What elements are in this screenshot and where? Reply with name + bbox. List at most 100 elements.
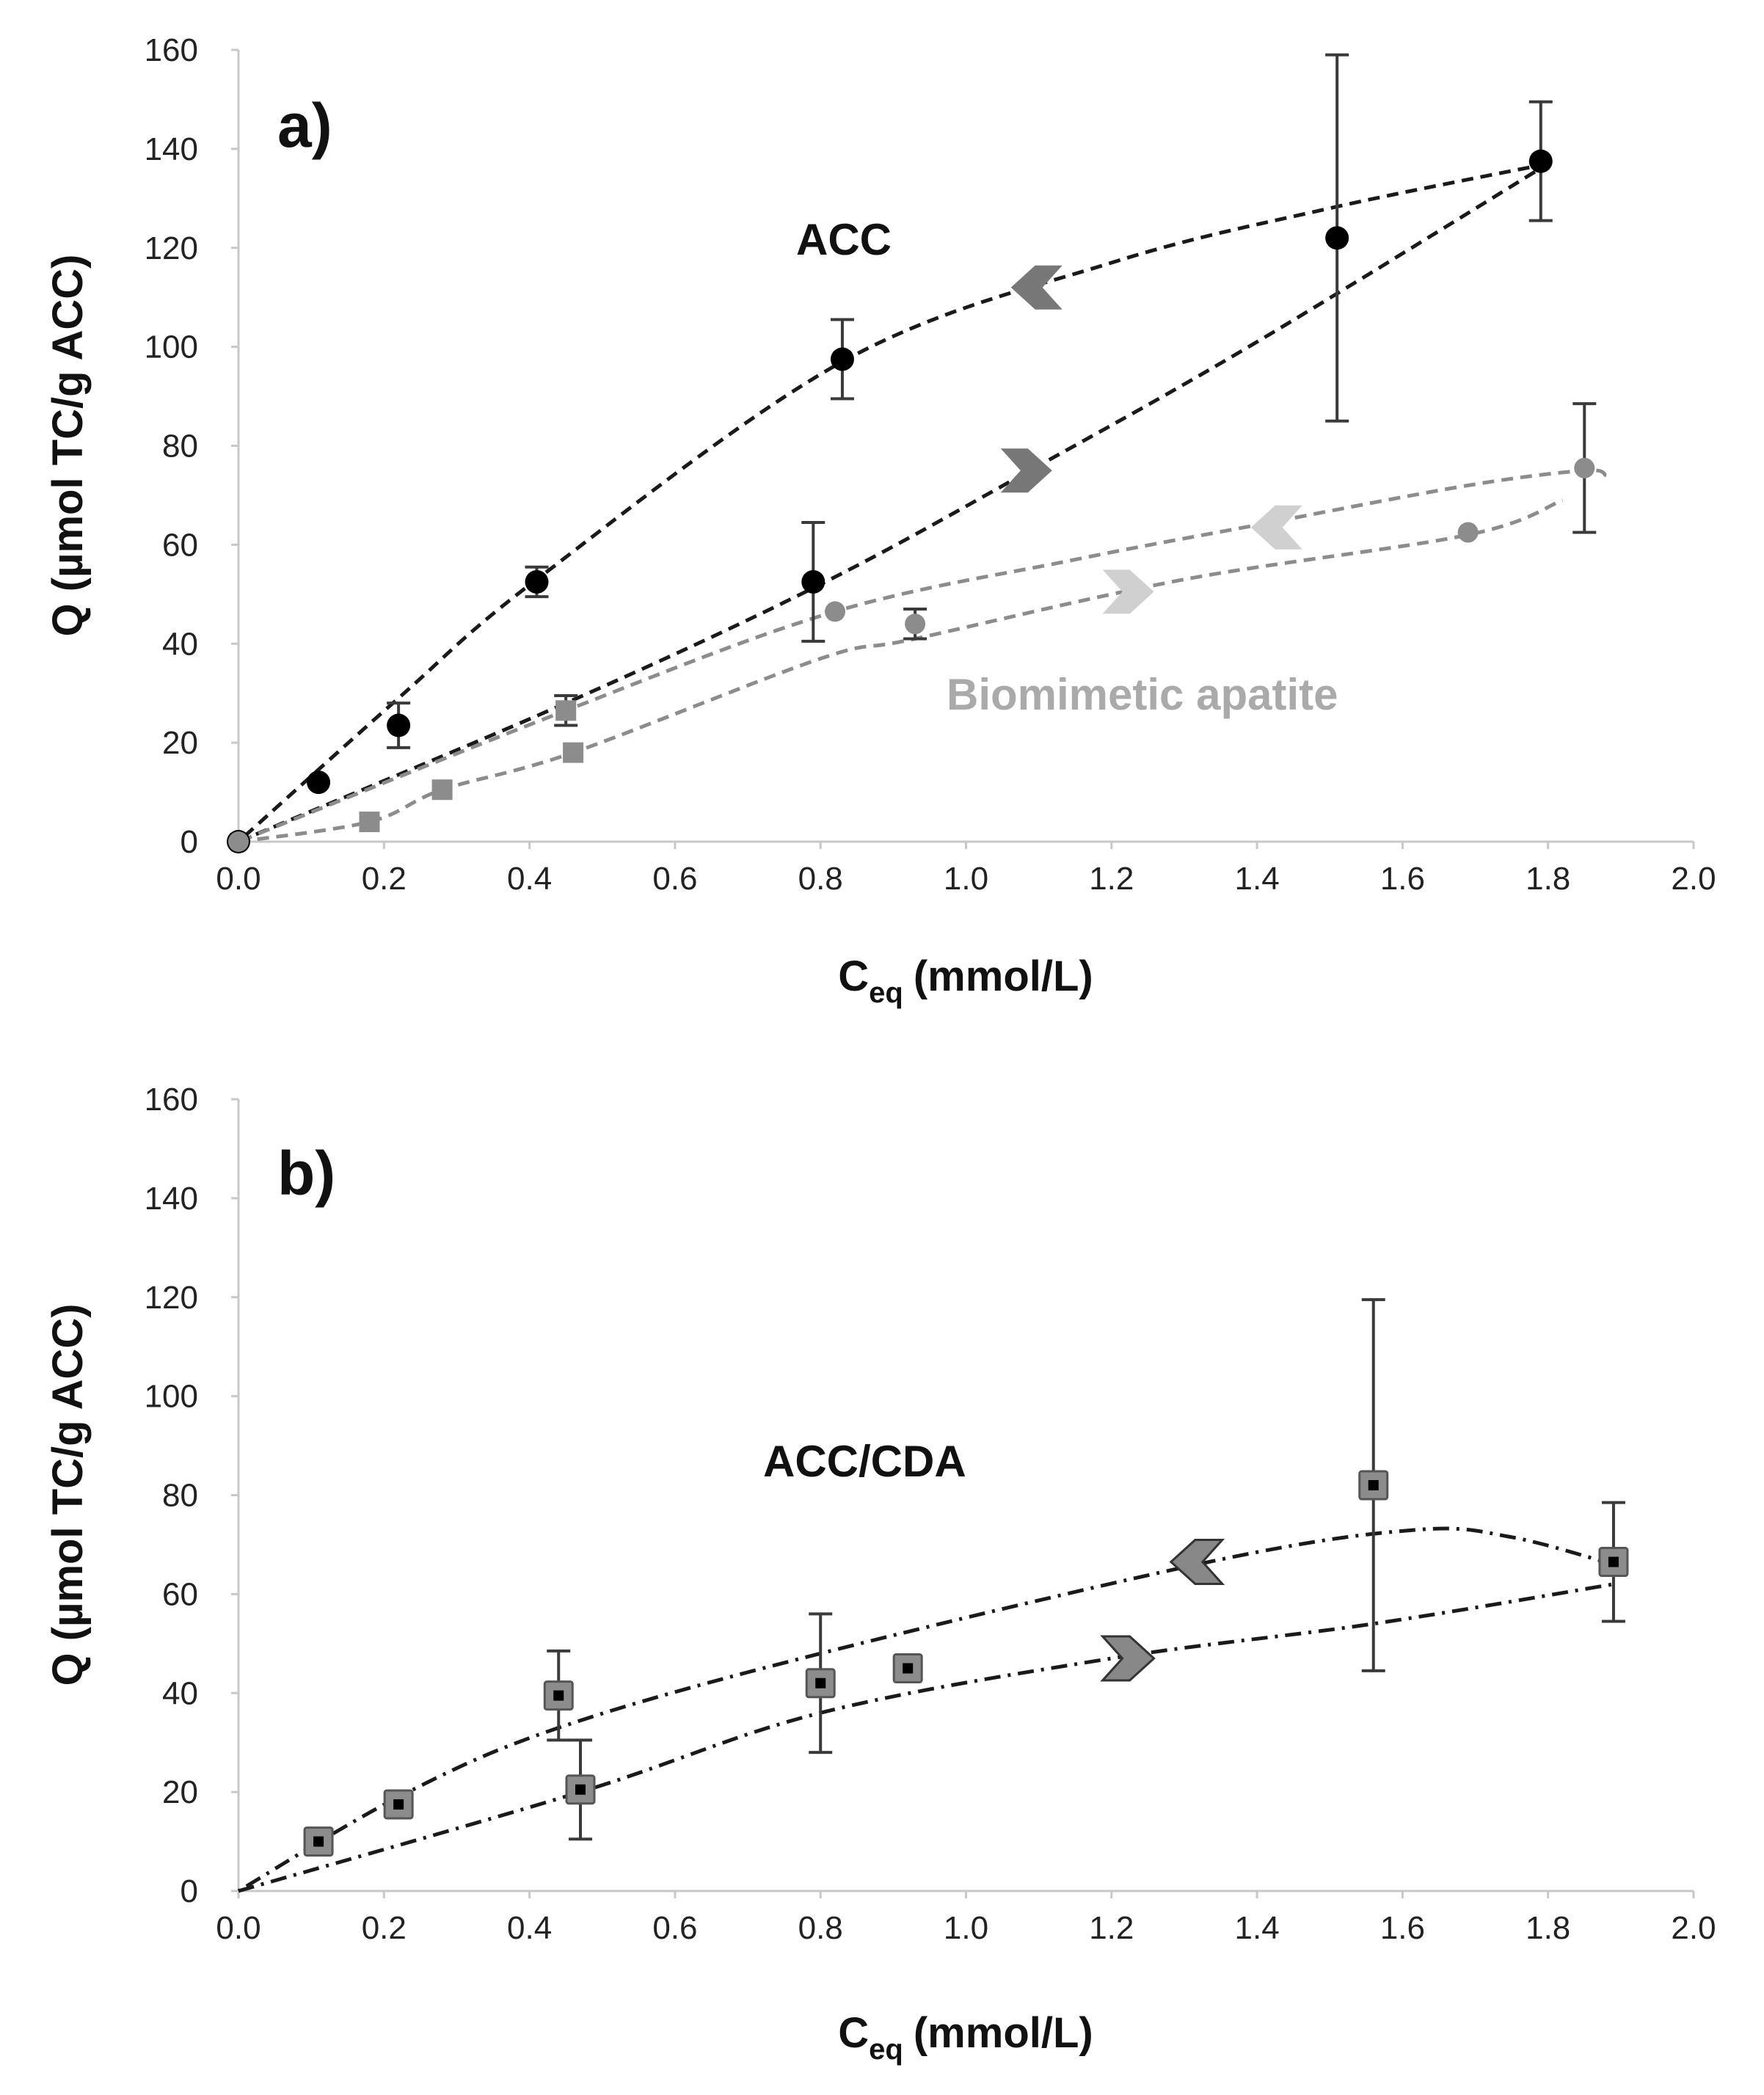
panel-a-acc-point-2 <box>387 713 411 737</box>
panel-a-biomimetic-apatite-point-0 <box>228 831 249 852</box>
panel-a-y-tick-label-2: 40 <box>162 626 198 662</box>
panel-a-x-axis-title-unit: (mmol/L) <box>914 952 1093 1000</box>
panel-b-x-tick-label-3: 0.6 <box>652 1910 697 1946</box>
panel-a-y-tick-label-3: 60 <box>162 527 198 563</box>
panel-a-data-points <box>227 149 1595 853</box>
panel-a-biomimetic-apatite-point-5 <box>825 601 846 622</box>
panel-b-x-tick-label-2: 0.4 <box>507 1910 552 1946</box>
panel-a-biomimetic-apatite-point-2 <box>431 779 453 801</box>
panel-b-x-axis-title-symbol: C <box>838 2009 869 2057</box>
panel-b-y-tick-label-1: 20 <box>162 1774 198 1810</box>
panel-b-acc-cda-desorption-curve <box>237 1526 1614 1893</box>
panel-b-x-tick-label-10: 2.0 <box>1671 1910 1716 1946</box>
panel-b-x-axis-title-unit: (mmol/L) <box>914 2009 1093 2057</box>
panel-b-y-tick-label-4: 80 <box>162 1478 198 1514</box>
panel-b-acc-cda-left-arrow-0 <box>1169 1539 1225 1585</box>
panel-a-acc-point-5 <box>801 569 825 594</box>
panel-a-x-tick-label-2: 0.4 <box>507 861 552 897</box>
panel-b-acc-cda-right-arrow-1 <box>1100 1635 1156 1682</box>
panel-a-ticks: 0.0 0.2 0.4 0.6 0.8 1.0 1.2 1.4 1.6 1.8 2.0 0 20 40 60… <box>145 32 1716 897</box>
panel-b-x-axis-title-subscript: eq <box>869 2033 903 2066</box>
panel-a-biomimetic-apatite-right-arrow-1 <box>1102 569 1154 614</box>
panel-a: a) Ceq (mmol/L) Q (µmol TC/g ACC) 0.0 0.2 0… <box>44 32 1716 1009</box>
panel-a-y-tick-label-8: 160 <box>145 32 198 68</box>
panel-b-acc-cda-point-6-center <box>1368 1480 1379 1491</box>
panel-a-acc-right-arrow-1 <box>1000 448 1052 493</box>
panel-b-x-tick-label-1: 0.2 <box>362 1910 407 1946</box>
panel-b-y-tick-label-6: 120 <box>145 1280 198 1316</box>
panel-a-biomimetic-apatite-point-6 <box>905 613 926 635</box>
panel-a-x-axis-title-symbol: C <box>838 952 869 1000</box>
panel-a-series-label-acc: ACC <box>796 215 892 264</box>
panel-a-acc-point-1 <box>307 770 331 795</box>
panel-b-x-tick-label-5: 1.0 <box>944 1910 988 1946</box>
panel-b-x-tick-label-7: 1.4 <box>1235 1910 1280 1946</box>
panel-b-acc-cda-point-0-center <box>313 1836 324 1847</box>
panel-b-x-tick-label-6: 1.2 <box>1089 1910 1134 1946</box>
panel-a-biomimetic-apatite-point-7 <box>1457 522 1479 543</box>
panel-a-y-axis-title: Q (µmol TC/g ACC) <box>44 255 92 637</box>
panel-b-direction-arrows <box>1100 1539 1225 1682</box>
panel-b-y-axis-title: Q (µmol TC/g ACC) <box>44 1304 92 1686</box>
panel-b-x-tick-label-0: 0.0 <box>216 1910 260 1946</box>
panel-a-x-tick-label-4: 0.8 <box>798 861 843 897</box>
panel-b-ticks: 0.0 0.2 0.4 0.6 0.8 1.0 1.2 1.4 1.6 1.8 2.0 0 20 40 60… <box>145 1082 1716 1946</box>
panel-b-acc-cda-point-2-center <box>553 1690 564 1701</box>
panel-a-biomimetic-apatite-point-8 <box>1574 457 1595 478</box>
panel-b-y-tick-label-0: 0 <box>181 1873 198 1909</box>
panel-a-y-tick-label-7: 140 <box>145 131 198 167</box>
panel-a-biomimetic-apatite-point-1 <box>359 812 380 833</box>
panel-a-direction-arrows <box>1000 265 1302 614</box>
panel-b-acc-cda-point-5-center <box>903 1663 914 1674</box>
panel-a-x-tick-label-9: 1.8 <box>1526 861 1570 897</box>
panel-b-x-axis-title: Ceq (mmol/L) <box>838 2009 1093 2066</box>
panel-a-x-tick-label-10: 2.0 <box>1671 861 1716 897</box>
panel-a-x-tick-label-3: 0.6 <box>652 861 697 897</box>
panel-a-x-tick-label-5: 1.0 <box>944 861 988 897</box>
panel-a-series-label-biomimetic-apatite: Biomimetic apatite <box>947 670 1338 719</box>
panel-a-x-tick-label-8: 1.6 <box>1380 861 1425 897</box>
panel-b-acc-cda-point-1-center <box>393 1799 404 1810</box>
panel-b-y-tick-label-8: 160 <box>145 1082 198 1118</box>
panel-b: b) Ceq (mmol/L) Q (µmol TC/g ACC) 0.0 0.2 0… <box>44 1082 1716 2066</box>
panel-b-data-points <box>303 1470 1629 1857</box>
panel-a-x-tick-label-0: 0.0 <box>216 861 260 897</box>
panel-b-series-label-acc-cda: ACC/CDA <box>763 1437 966 1486</box>
panel-a-x-tick-label-7: 1.4 <box>1235 861 1280 897</box>
panel-a-acc-point-7 <box>1528 149 1553 173</box>
panel-a-biomimetic-apatite-desorption-curve <box>238 468 1608 844</box>
panel-a-x-tick-label-1: 0.2 <box>362 861 407 897</box>
panel-b-acc-cda-point-4-center <box>815 1677 826 1688</box>
panel-a-y-tick-label-0: 0 <box>181 824 198 860</box>
panel-a-biomimetic-apatite-left-arrow-0 <box>1250 505 1302 550</box>
panel-a-biomimetic-apatite-point-3 <box>563 742 584 763</box>
panel-a-y-tick-label-1: 20 <box>162 725 198 761</box>
panel-a-label: a) <box>277 91 332 160</box>
panel-b-x-tick-label-4: 0.8 <box>798 1910 843 1946</box>
panel-b-y-tick-label-2: 40 <box>162 1675 198 1711</box>
panel-b-fit-curves <box>237 1526 1614 1893</box>
panel-a-acc-left-arrow-0 <box>1010 265 1063 310</box>
panel-a-x-tick-label-6: 1.2 <box>1089 861 1134 897</box>
panel-b-y-tick-label-3: 60 <box>162 1576 198 1612</box>
panel-a-biomimetic-apatite-point-4 <box>555 700 577 721</box>
panel-b-acc-cda-point-3-center <box>575 1784 586 1795</box>
panel-a-biomimetic-apatite-adsorption-curve <box>238 498 1564 844</box>
panel-a-acc-point-3 <box>525 569 549 594</box>
panel-a-y-tick-label-6: 120 <box>145 230 198 266</box>
panel-b-acc-cda-point-7-center <box>1608 1556 1619 1567</box>
panel-a-acc-point-4 <box>830 347 854 371</box>
panel-a-acc-point-6 <box>1325 226 1349 250</box>
panel-b-y-tick-label-7: 140 <box>145 1181 198 1217</box>
panel-a-x-axis-title-subscript: eq <box>869 977 903 1009</box>
panel-a-y-tick-label-5: 100 <box>145 329 198 365</box>
panel-b-acc-cda-adsorption-curve <box>238 1582 1614 1893</box>
panel-b-y-tick-label-5: 100 <box>145 1379 198 1415</box>
panel-a-acc-adsorption-curve <box>238 161 1550 844</box>
panel-b-x-tick-label-8: 1.6 <box>1380 1910 1425 1946</box>
panel-a-y-tick-label-4: 80 <box>162 429 198 464</box>
panel-a-x-axis-title: Ceq (mmol/L) <box>838 952 1093 1009</box>
panel-b-x-tick-label-9: 1.8 <box>1526 1910 1570 1946</box>
